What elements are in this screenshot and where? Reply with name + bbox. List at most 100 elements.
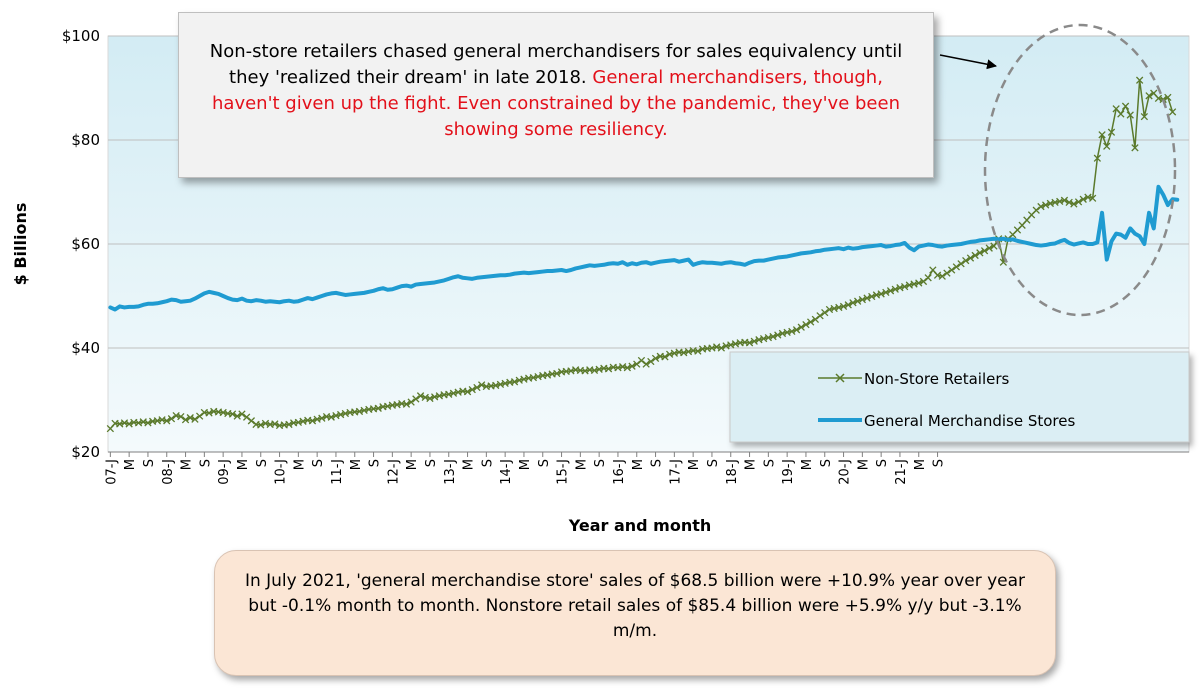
x-tick-label: 09-J [217,459,232,485]
x-tick-label: 14-J [499,459,514,485]
data-point-non-store [1074,198,1083,206]
data-point-non-store [1037,202,1045,211]
top-annotation-red-text: General merchandisers, though, haven't g… [212,67,900,140]
data-point-non-store [191,415,199,423]
data-point-non-store [1065,198,1073,207]
data-point-non-store [769,332,777,341]
x-tick-label: 13-J [443,459,458,485]
data-point-non-store [412,395,420,403]
data-point-non-store [374,404,382,412]
y-tick-label: $40 [71,339,100,357]
data-point-non-store [651,354,660,363]
data-point-non-store [957,260,965,268]
x-tick-label: M [462,459,477,470]
x-tick-label: S [142,459,157,467]
series-group [106,76,1180,433]
legend-label-non-store: Non-Store Retailers [864,370,1010,388]
x-tick-label: M [800,459,815,470]
data-point-non-store [745,339,754,347]
data-point-non-store [642,360,650,368]
data-point-non-store [1140,112,1149,121]
data-point-non-store [238,410,246,418]
x-tick-label: 16-J [612,459,627,485]
x-tick-label: M [631,459,646,470]
data-point-non-store [468,385,476,394]
x-tick-label: M [236,459,251,470]
series-line-general-merch [108,184,1180,312]
data-point-non-store [924,274,932,282]
x-tick-label: S [255,459,270,467]
data-point-non-store [637,356,646,365]
data-point-non-store [477,381,486,389]
x-tick-label: S [311,459,326,467]
data-point-non-store [473,383,481,392]
data-point-non-store [1070,200,1078,208]
x-tick-label: M [518,459,533,470]
data-point-non-store [144,419,152,427]
data-point-non-store [327,413,335,421]
data-point-non-store [694,347,702,355]
data-point-non-store [463,388,472,396]
x-tick-label: S [480,459,495,467]
data-point-non-store [774,331,782,339]
y-tick-label: $80 [71,131,100,149]
data-point-non-store [205,409,213,417]
x-tick-label: S [650,459,665,467]
x-tick-label: M [574,459,589,470]
data-point-non-store [863,294,871,302]
x-tick-label: S [593,459,608,467]
data-point-non-store [1032,206,1040,214]
data-point-non-store [416,392,425,400]
data-point-non-store [1079,195,1087,203]
data-point-non-store [1131,144,1139,152]
data-point-non-store [943,269,951,277]
y-tick-label: $20 [71,443,100,461]
data-point-non-store [816,312,824,320]
y-axis-title: $ Billions [11,203,30,286]
data-point-non-store [797,323,805,331]
x-tick-label: M [744,459,759,470]
data-point-non-store [788,327,796,336]
y-tick-label: $100 [62,27,100,45]
data-point-non-store [900,282,909,291]
x-tick-label: 08-J [161,459,176,485]
data-point-non-store [915,279,923,287]
x-tick-label: 20-J [838,459,853,485]
data-point-non-store [792,326,801,334]
data-point-non-store [181,416,190,424]
data-point-non-store [858,295,867,304]
x-tick-label: 12-J [386,459,401,485]
x-tick-label: S [875,459,890,467]
data-point-non-store [628,362,636,370]
data-point-non-store [886,287,895,295]
x-tick-label: S [537,459,552,467]
x-tick-label: 17-J [668,459,683,485]
data-point-non-store [1126,111,1134,119]
data-point-non-store [811,315,820,324]
x-tick-label: M [405,459,420,470]
data-point-non-store [1168,108,1177,116]
data-point-non-store [1121,102,1130,110]
data-point-non-store [966,254,975,262]
data-point-non-store [962,256,970,265]
data-point-non-store [750,337,758,345]
bottom-annotation-text: In July 2021, 'general merchandise store… [244,571,1026,641]
data-point-non-store [1135,76,1144,84]
x-tick-label: 18-J [725,459,740,485]
data-point-non-store [1103,142,1111,150]
data-point-non-store [802,320,810,329]
highlight-ellipse [983,23,1177,317]
data-point-non-store [976,249,984,257]
x-tick-label: 21-J [894,459,909,485]
data-point-non-store [971,251,979,260]
x-tick-label: 15-J [556,459,571,485]
y-tick-labels: $20 $40 $60 $80 $100 [62,27,100,461]
data-point-non-store [163,417,171,425]
data-point-non-store [186,414,194,422]
x-tick-label: M [292,459,307,470]
data-point-non-store [1041,201,1050,209]
top-annotation-box: Non-store retailers chased general merch… [178,12,934,178]
x-tick-label: S [198,459,213,467]
x-tick-label: M [180,459,195,470]
data-point-non-store [285,420,293,429]
